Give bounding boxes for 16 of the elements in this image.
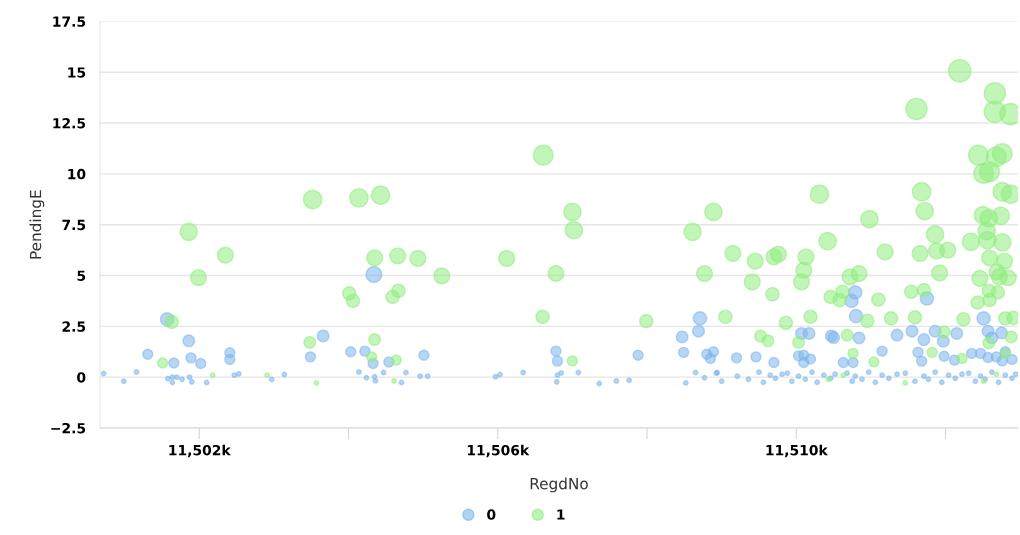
y-tick-label: −2.5 [51, 422, 86, 434]
legend-label: 0 [487, 509, 496, 520]
y-tick-label: 17.5 [53, 16, 86, 27]
x-tick-label: 11,502k [169, 444, 231, 458]
y-axis-title: PendingE [29, 190, 45, 259]
x-tick-label: 11,506k [467, 444, 530, 458]
x-axis-title: RegdNo [530, 477, 588, 493]
y-tick-label: 10 [68, 168, 86, 180]
y-tick-label: 0 [77, 372, 86, 383]
y-tick-label: 12.5 [53, 118, 86, 129]
y-tick-label: 15 [68, 67, 86, 78]
x-tick-label: 11,510k [766, 444, 828, 458]
y-tick-label: 2.5 [62, 321, 86, 332]
legend-label: 1 [557, 509, 565, 520]
y-tick-label: 5 [77, 270, 86, 281]
y-tick-label: 7.5 [62, 219, 86, 231]
